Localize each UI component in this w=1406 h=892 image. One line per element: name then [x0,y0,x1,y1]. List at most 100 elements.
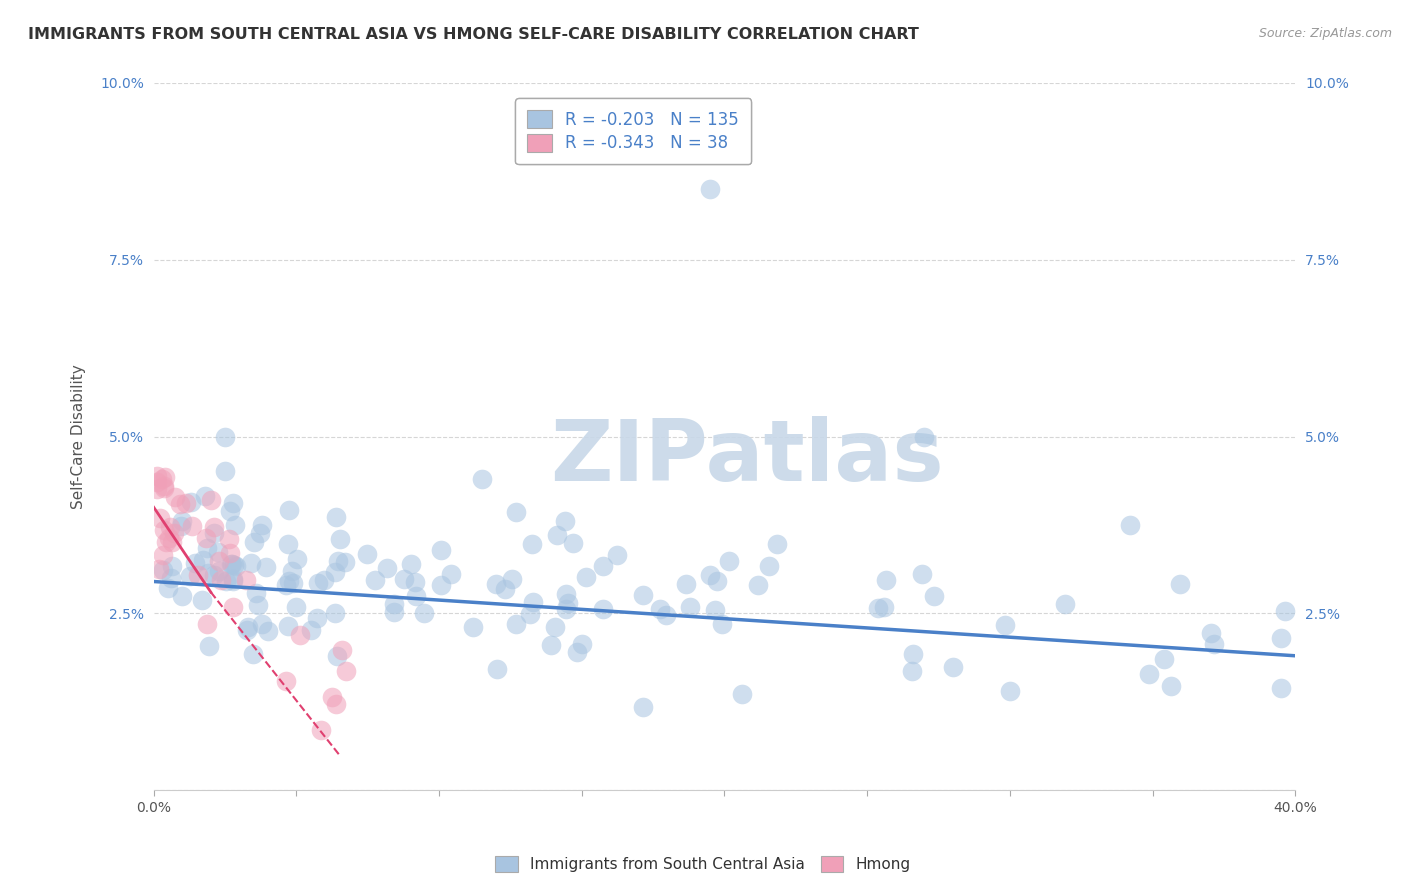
Point [150,472,173,486]
Point [463,620,485,634]
Point [675,577,697,591]
Point [1170,577,1192,591]
Point [329,532,352,546]
Point [399,557,422,571]
Point [592,602,614,616]
Point [994,617,1017,632]
Point [179,569,201,583]
Point [169,497,191,511]
Point [222,600,245,615]
Point [765,537,787,551]
Point [631,588,654,602]
Point [494,582,516,596]
Legend: Immigrants from South Central Asia, Hmong: Immigrants from South Central Asia, Hmon… [488,848,918,880]
Point [160,571,183,585]
Point [543,620,565,634]
Point [648,602,671,616]
Point [363,573,385,587]
Point [187,567,209,582]
Point [1053,597,1076,611]
Point [711,616,734,631]
Point [145,468,167,483]
Point [225,559,247,574]
Point [561,536,583,550]
Point [160,559,183,574]
Point [430,543,453,558]
Point [309,723,332,737]
Point [288,628,311,642]
Point [375,560,398,574]
Point [505,616,527,631]
Point [195,531,218,545]
Point [242,647,264,661]
Point [678,599,700,614]
Point [281,565,304,579]
Point [412,606,434,620]
Text: IMMIGRANTS FROM SOUTH CENTRAL ASIA VS HMONG SELF-CARE DISABILITY CORRELATION CHA: IMMIGRANTS FROM SOUTH CENTRAL ASIA VS HM… [28,27,920,42]
Point [485,662,508,676]
Point [308,575,330,590]
Point [152,563,174,577]
Point [501,572,523,586]
Point [325,510,347,524]
Point [1199,625,1222,640]
Point [214,464,236,478]
Point [901,664,924,678]
Point [1270,632,1292,646]
Point [239,556,262,570]
Text: ZIPatlas: ZIPatlas [550,417,945,500]
Point [382,597,405,611]
Point [202,568,225,582]
Point [520,537,543,551]
Point [278,503,301,517]
Point [202,519,225,533]
Point [222,572,245,586]
Point [405,589,427,603]
Point [250,616,273,631]
Point [1137,666,1160,681]
Point [1153,651,1175,665]
Point [202,525,225,540]
Point [1270,681,1292,696]
Point [312,573,335,587]
Point [654,608,676,623]
Point [1160,679,1182,693]
Point [249,525,271,540]
Legend: R = -0.203   N = 135, R = -0.343   N = 38  : R = -0.203 N = 135, R = -0.343 N = 38 [516,98,751,164]
Point [384,605,406,619]
Point [250,518,273,533]
Point [148,562,170,576]
Point [747,578,769,592]
Point [209,573,232,587]
Point [555,587,578,601]
Point [180,495,202,509]
Point [924,589,946,603]
Point [484,576,506,591]
Point [699,567,721,582]
Point [193,553,215,567]
Text: Source: ZipAtlas.com: Source: ZipAtlas.com [1258,27,1392,40]
Point [195,616,218,631]
Point [555,601,578,615]
Point [758,558,780,573]
Point [219,557,242,571]
Point [208,554,231,568]
Point [574,569,596,583]
Point [152,548,174,562]
Point [274,578,297,592]
Point [546,528,568,542]
Point [868,601,890,615]
Point [245,586,267,600]
Point [706,574,728,588]
Point [257,624,280,638]
Point [554,514,576,528]
Point [430,578,453,592]
Point [333,555,356,569]
Point [222,496,245,510]
Point [162,534,184,549]
Point [165,491,187,505]
Point [274,674,297,689]
Point [285,552,308,566]
Point [633,700,655,714]
Point [285,599,308,614]
